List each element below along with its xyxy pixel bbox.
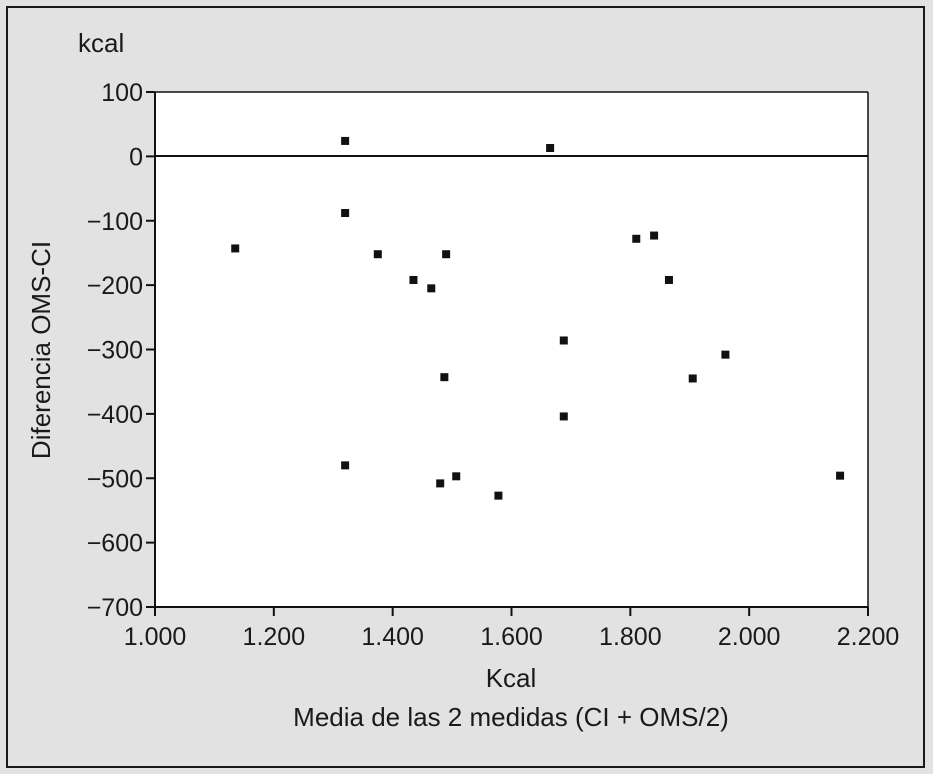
data-point (494, 491, 503, 500)
y-tick-label: −500 (87, 465, 143, 493)
data-point (559, 336, 568, 345)
x-tick-label: 2.200 (837, 623, 900, 651)
x-tick-label: 1.000 (124, 623, 187, 651)
y-tick-label: −400 (87, 401, 143, 429)
y-tick-label: −600 (87, 530, 143, 558)
data-point (436, 479, 445, 488)
data-point (632, 234, 641, 243)
x-tick-label: 2.000 (718, 623, 781, 651)
y-tick-label: −300 (87, 337, 143, 365)
data-point (409, 275, 418, 284)
data-point (836, 471, 845, 480)
y-tick-label: 100 (101, 79, 143, 107)
x-axis-subtitle: Media de las 2 medidas (CI + OMS/2) (293, 702, 729, 732)
y-tick-label: −700 (87, 594, 143, 622)
data-point (341, 136, 350, 145)
y-tick-label: −200 (87, 272, 143, 300)
data-point (650, 231, 659, 240)
data-point (341, 461, 350, 470)
unit-label: kcal (78, 28, 124, 58)
data-point (427, 284, 436, 293)
y-axis-title: Diferencia OMS-CI (26, 241, 56, 459)
data-point (688, 374, 697, 383)
data-point (373, 250, 382, 259)
x-tick-label: 1.200 (243, 623, 306, 651)
data-point (440, 373, 449, 382)
data-point (721, 350, 730, 359)
data-point (442, 250, 451, 259)
x-tick-label: 1.600 (480, 623, 543, 651)
plot-area (155, 92, 868, 607)
x-tick-label: 1.800 (599, 623, 662, 651)
data-point (559, 412, 568, 421)
data-point (546, 144, 555, 153)
data-point (452, 472, 461, 481)
x-axis-title: Kcal (486, 663, 537, 693)
y-tick-label: 0 (129, 143, 143, 171)
data-point (231, 244, 240, 253)
data-point (664, 275, 673, 284)
y-tick-label: −100 (87, 208, 143, 236)
x-tick-label: 1.400 (361, 623, 424, 651)
data-point (341, 209, 350, 218)
chart-border (6, 6, 925, 768)
